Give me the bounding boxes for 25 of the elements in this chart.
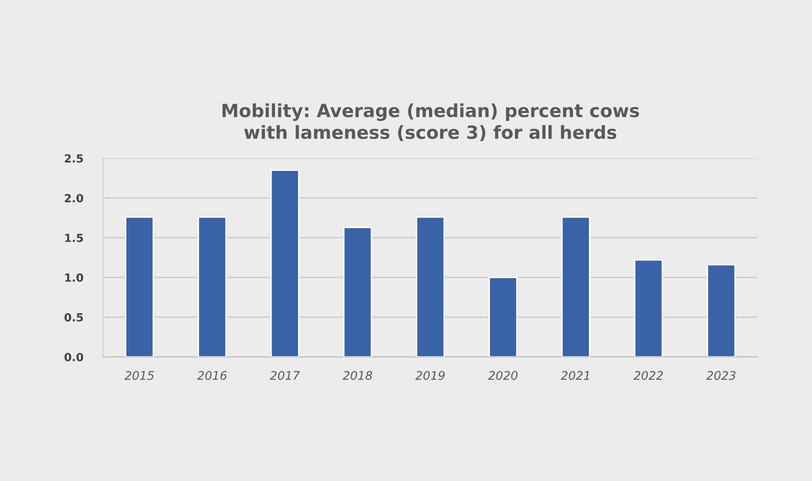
bar — [561, 216, 590, 357]
bar — [270, 169, 300, 357]
x-tick-label: 2018 — [342, 371, 372, 380]
bar — [124, 216, 154, 357]
y-tick-label: 2.0 — [64, 194, 84, 202]
x-tick-label: 2019 — [415, 371, 445, 380]
x-tick-label: 2015 — [124, 371, 154, 380]
y-tick-label: 2.5 — [64, 154, 83, 163]
x-tick-label: 2017 — [270, 371, 300, 380]
bar — [706, 264, 736, 357]
bar — [343, 226, 372, 357]
y-tick-label: 0.5 — [64, 313, 83, 322]
bar — [416, 216, 445, 357]
chart-title: Mobility: Average (median) percent cows with lameness (score 3) for all herds — [222, 103, 639, 142]
y-tick-label: 0.0 — [64, 352, 84, 362]
x-tick-label: 2023 — [706, 371, 736, 380]
x-tick-label: 2020 — [488, 371, 518, 380]
bar — [198, 216, 227, 357]
x-tick-label: 2016 — [197, 371, 227, 380]
y-tick-label: 1.5 — [65, 234, 83, 242]
x-tick-label: 2022 — [634, 371, 663, 380]
bar — [634, 259, 664, 357]
x-tick-label: 2021 — [560, 371, 590, 380]
y-tick-label: 1.0 — [65, 273, 84, 282]
bar — [488, 276, 518, 357]
